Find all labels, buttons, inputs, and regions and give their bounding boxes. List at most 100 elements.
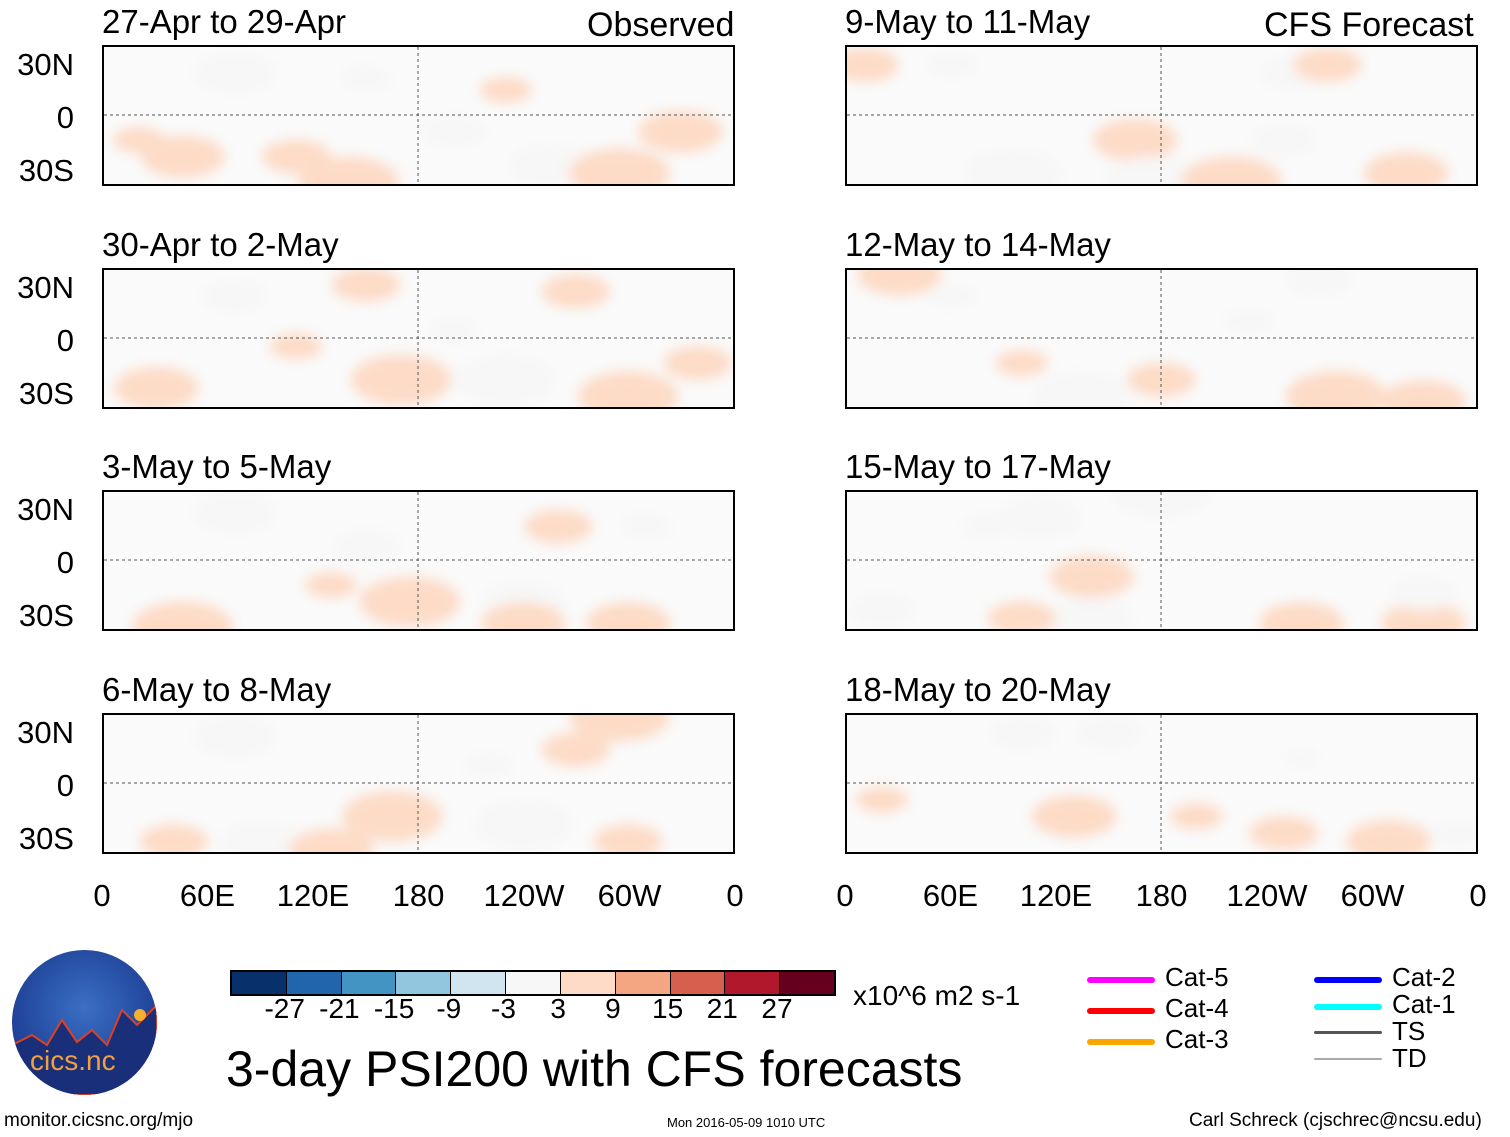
anomaly-contour (305, 571, 358, 599)
anomaly-contour (1346, 820, 1431, 863)
legend-line (1087, 977, 1155, 983)
anomaly-contour (925, 51, 978, 79)
anomaly-contour (1389, 576, 1458, 611)
panel-title: 30-Apr to 2-May (102, 226, 339, 263)
footer-timestamp: Mon 2016-05-09 1010 UTC (667, 1115, 826, 1130)
panel-title: 12-May to 14-May (845, 226, 1111, 263)
legend-label: Cat-3 (1165, 1024, 1229, 1054)
anomaly-contour (1031, 795, 1117, 838)
anomaly-contour (585, 602, 671, 645)
anomaly-contour (619, 513, 672, 540)
panel-title: 9-May to 11-May (845, 3, 1091, 40)
lon-label: 120E (1019, 878, 1093, 913)
lon-label: 120W (1226, 878, 1308, 913)
anomaly-contour (192, 715, 278, 758)
anomaly-contour (341, 791, 443, 842)
panel-title: 15-May to 17-May (845, 448, 1111, 485)
lat-label: 0 (56, 100, 74, 135)
map-panel (845, 253, 1478, 423)
legend-line (1087, 1039, 1155, 1045)
anomaly-contour (114, 366, 199, 410)
colorbar-label: 27 (761, 993, 793, 1024)
legend-line (1314, 977, 1382, 983)
map-panel (102, 267, 735, 422)
observed-header: Observed (587, 6, 735, 44)
lon-label: 0 (836, 878, 854, 913)
anomaly-contour (261, 139, 331, 174)
map-panel (845, 713, 1485, 863)
anomaly-contour (830, 47, 899, 83)
anomaly-contour (339, 65, 393, 92)
legend-line (1314, 1031, 1382, 1034)
anomaly-contour (960, 513, 1013, 540)
panel-title: 3-May to 5-May (102, 448, 332, 485)
lon-label: 120W (483, 878, 565, 913)
lat-label: 30S (18, 376, 74, 411)
colorbar-swatch (780, 972, 834, 994)
colorbar-swatch (670, 972, 726, 994)
map-panel (830, 45, 1478, 207)
lat-label: 30N (17, 492, 74, 527)
anomaly-contour (350, 354, 452, 405)
footer-author[interactable]: Carl Schreck (cjschrec@ncsu.edu) (1189, 1110, 1482, 1131)
colorbar-swatch (615, 972, 671, 994)
legend-line (1314, 1004, 1382, 1010)
colorbar-swatch (560, 972, 616, 994)
lat-label: 30N (17, 715, 74, 750)
legend-label: Cat-4 (1165, 993, 1229, 1023)
anomaly-contour (1283, 749, 1320, 767)
lon-label: 180 (1135, 878, 1188, 913)
anomaly-contour (1032, 371, 1134, 422)
anomaly-contour (132, 601, 234, 652)
anomaly-contour (1222, 308, 1275, 335)
footer-url[interactable]: monitor.cicsnc.org/mjo (4, 1110, 194, 1131)
colorbar-swatch (451, 972, 507, 994)
colorbar-swatch (232, 972, 287, 994)
lon-label: 0 (726, 878, 744, 913)
colorbar-label: -21 (319, 993, 360, 1024)
colorbar-units: x10^6 m2 s-1 (853, 980, 1021, 1011)
anomaly-contour (139, 824, 209, 859)
map-panel (102, 45, 735, 207)
lat-label: 30S (18, 821, 74, 856)
colorbar-label: -27 (264, 993, 305, 1024)
anomaly-contour (472, 799, 574, 850)
anomaly-contour (359, 576, 461, 627)
colorbar-label: 15 (652, 993, 684, 1024)
colorbar-swatch (286, 972, 342, 994)
anomaly-contour (962, 148, 1064, 199)
colorbar-swatch (341, 972, 397, 994)
legend-label: TS (1392, 1016, 1426, 1046)
anomaly-contour (1258, 602, 1344, 645)
anomaly-contour (996, 497, 1082, 540)
lon-label: 60E (922, 878, 979, 913)
lat-label: 0 (56, 323, 74, 358)
anomaly-contour (331, 529, 401, 564)
anomaly-contour (1049, 555, 1134, 598)
anomaly-contour (1285, 371, 1387, 422)
colorbar-swatch (506, 972, 561, 994)
colorbar-label: -15 (373, 993, 415, 1024)
anomaly-contour (847, 592, 917, 628)
anomaly-contour (192, 492, 278, 535)
anomaly-contour (192, 52, 278, 95)
anomaly-contour (855, 786, 909, 813)
legend-line (1314, 1058, 1382, 1060)
colorbar-label: 3 (550, 993, 566, 1024)
anomaly-contour (1170, 803, 1223, 830)
legend-label: Cat-2 (1392, 962, 1456, 992)
lon-label: 0 (1469, 878, 1487, 913)
anomaly-contour (331, 267, 401, 302)
legend-label: TD (1392, 1043, 1427, 1073)
forecast-header: CFS Forecast (1264, 6, 1474, 44)
anomaly-contour (1180, 156, 1282, 207)
panel-title: 6-May to 8-May (102, 671, 332, 708)
anomaly-contour (987, 601, 1056, 636)
anomaly-contour (270, 333, 323, 360)
lat-label: 30N (17, 47, 74, 82)
lat-label: 0 (56, 545, 74, 580)
legend-label: Cat-5 (1165, 962, 1229, 992)
lon-label: 60E (179, 878, 236, 913)
anomaly-contour (663, 345, 733, 381)
